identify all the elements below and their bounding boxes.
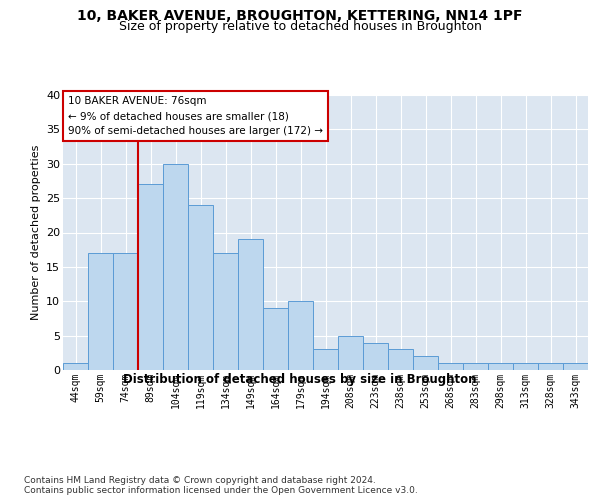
Bar bbox=[488, 363, 513, 370]
Text: 10 BAKER AVENUE: 76sqm
← 9% of detached houses are smaller (18)
90% of semi-deta: 10 BAKER AVENUE: 76sqm ← 9% of detached … bbox=[68, 96, 323, 136]
Bar bbox=[63, 363, 88, 370]
Bar bbox=[288, 301, 313, 370]
Bar bbox=[463, 363, 488, 370]
Bar bbox=[388, 350, 413, 370]
Bar bbox=[363, 342, 388, 370]
Bar bbox=[138, 184, 163, 370]
Bar bbox=[88, 253, 113, 370]
Text: Distribution of detached houses by size in Broughton: Distribution of detached houses by size … bbox=[123, 372, 477, 386]
Bar bbox=[563, 363, 588, 370]
Bar bbox=[313, 350, 338, 370]
Bar bbox=[113, 253, 138, 370]
Text: Size of property relative to detached houses in Broughton: Size of property relative to detached ho… bbox=[119, 20, 481, 33]
Y-axis label: Number of detached properties: Number of detached properties bbox=[31, 145, 41, 320]
Bar bbox=[163, 164, 188, 370]
Text: Contains HM Land Registry data © Crown copyright and database right 2024.
Contai: Contains HM Land Registry data © Crown c… bbox=[24, 476, 418, 495]
Bar bbox=[413, 356, 438, 370]
Bar bbox=[338, 336, 363, 370]
Text: 10, BAKER AVENUE, BROUGHTON, KETTERING, NN14 1PF: 10, BAKER AVENUE, BROUGHTON, KETTERING, … bbox=[77, 9, 523, 23]
Bar bbox=[263, 308, 288, 370]
Bar bbox=[513, 363, 538, 370]
Bar bbox=[213, 253, 238, 370]
Bar bbox=[538, 363, 563, 370]
Bar bbox=[188, 205, 213, 370]
Bar bbox=[238, 240, 263, 370]
Bar bbox=[438, 363, 463, 370]
